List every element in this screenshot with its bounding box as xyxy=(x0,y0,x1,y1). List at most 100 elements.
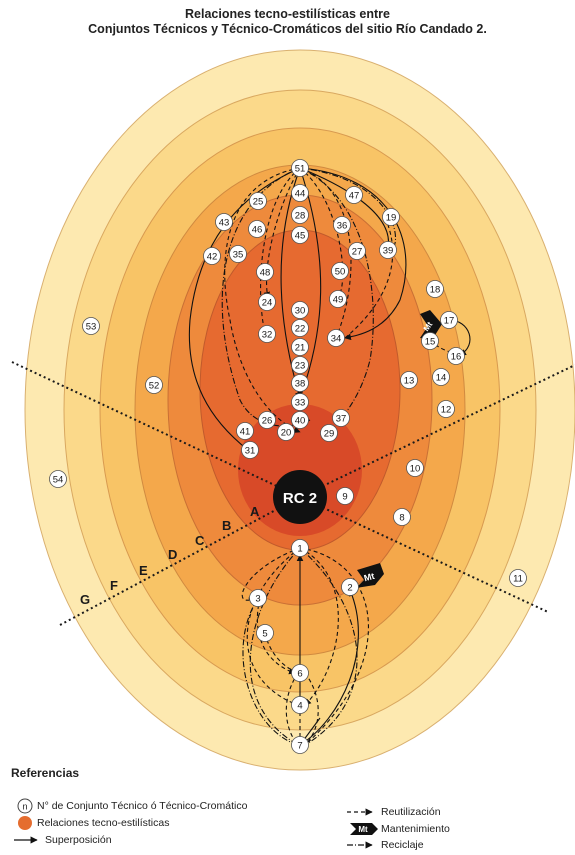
node-circle xyxy=(329,290,347,308)
zone-letters: A B C D E F G xyxy=(80,504,260,607)
node-label: 39 xyxy=(383,246,394,257)
node-53: 53 xyxy=(82,317,100,335)
node-50: 50 xyxy=(331,262,349,280)
node-label: 19 xyxy=(386,213,397,224)
zone-letter-a: A xyxy=(250,504,260,519)
node-54: 54 xyxy=(49,470,67,488)
node-30: 30 xyxy=(291,301,309,319)
node-circle xyxy=(258,293,276,311)
node-label: 20 xyxy=(281,428,292,439)
node-4: 4 xyxy=(291,696,309,714)
legend-title: Referencias xyxy=(11,766,80,780)
node-33: 33 xyxy=(291,393,309,411)
node-20: 20 xyxy=(277,423,295,441)
node-label: 12 xyxy=(441,405,452,416)
node-24: 24 xyxy=(258,293,276,311)
node-circle xyxy=(509,569,527,587)
node-label: 32 xyxy=(262,330,273,341)
node-circle xyxy=(291,226,309,244)
node-27: 27 xyxy=(348,242,366,260)
node-circle xyxy=(348,242,366,260)
maintenance-markers: Mt Mt xyxy=(356,310,442,588)
node-label: 54 xyxy=(53,475,64,486)
node-circle xyxy=(258,325,276,343)
node-circle xyxy=(437,400,455,418)
node-circle xyxy=(341,578,359,596)
node-label: 6 xyxy=(297,669,302,680)
node-circle xyxy=(447,347,465,365)
node-circle xyxy=(291,736,309,754)
divider-lines xyxy=(11,361,575,626)
legend-maintenance-text: Mantenimiento xyxy=(381,823,450,835)
diagram-title-line1: Relaciones tecno-estilísticas entre xyxy=(185,7,390,21)
node-label: 29 xyxy=(324,429,335,440)
node-40: 40 xyxy=(291,411,309,429)
node-46: 46 xyxy=(248,220,266,238)
node-label: 10 xyxy=(410,464,421,475)
node-circle xyxy=(256,263,274,281)
node-label: 50 xyxy=(335,267,346,278)
node-label: 27 xyxy=(352,247,363,258)
node-label: 11 xyxy=(513,574,523,585)
node-circle xyxy=(393,508,411,526)
node-41: 41 xyxy=(236,422,254,440)
svg-text:Mt: Mt xyxy=(363,571,376,583)
node-3: 3 xyxy=(249,589,267,607)
node-12: 12 xyxy=(437,400,455,418)
node-38: 38 xyxy=(291,374,309,392)
node-circle xyxy=(291,411,309,429)
node-label: 38 xyxy=(295,379,306,390)
node-label: 4 xyxy=(297,701,302,712)
node-label: 48 xyxy=(260,268,271,279)
node-circle xyxy=(229,245,247,263)
node-7: 7 xyxy=(291,736,309,754)
node-circle xyxy=(145,376,163,394)
node-42: 42 xyxy=(203,247,221,265)
node-25: 25 xyxy=(249,192,267,210)
node-45: 45 xyxy=(291,226,309,244)
node-circle xyxy=(291,338,309,356)
center-circle xyxy=(273,470,327,524)
node-label: 46 xyxy=(252,225,263,236)
node-circle xyxy=(432,368,450,386)
node-label: 21 xyxy=(295,343,306,354)
node-circle xyxy=(331,262,349,280)
node-43: 43 xyxy=(215,213,233,231)
node-label: 3 xyxy=(255,594,260,605)
node-44: 44 xyxy=(291,184,309,202)
node-circle xyxy=(291,159,309,177)
node-49: 49 xyxy=(329,290,347,308)
node-circle xyxy=(241,441,259,459)
legend-recycling-text: Reciclaje xyxy=(381,839,424,851)
diagram-title-line2: Conjuntos Técnicos y Técnico-Cromáticos … xyxy=(88,22,487,36)
node-label: 9 xyxy=(342,492,347,503)
node-29: 29 xyxy=(320,424,338,442)
node-32: 32 xyxy=(258,325,276,343)
node-8: 8 xyxy=(393,508,411,526)
node-circle xyxy=(327,329,345,347)
node-28: 28 xyxy=(291,206,309,224)
node-circle xyxy=(215,213,233,231)
zone-letter-f: F xyxy=(110,578,118,593)
node-circle xyxy=(382,208,400,226)
node-label: 16 xyxy=(451,352,462,363)
node-label: 30 xyxy=(295,306,306,317)
node-label: 43 xyxy=(219,218,230,229)
node-label: 52 xyxy=(149,381,160,392)
node-10: 10 xyxy=(406,459,424,477)
node-1: 1 xyxy=(291,539,309,557)
legend-reuse-text: Reutilización xyxy=(381,806,441,818)
node-label: 17 xyxy=(444,316,455,327)
node-17: 17 xyxy=(440,311,458,329)
node-9: 9 xyxy=(336,487,354,505)
node-circle xyxy=(248,220,266,238)
node-circle xyxy=(291,356,309,374)
node-circle xyxy=(291,184,309,202)
node-11: 11 xyxy=(509,569,527,587)
node-circle xyxy=(333,216,351,234)
node-23: 23 xyxy=(291,356,309,374)
legend-area-text: Relaciones tecno-estilísticas xyxy=(37,817,170,829)
node-label: 13 xyxy=(404,376,415,387)
node-circle xyxy=(440,311,458,329)
